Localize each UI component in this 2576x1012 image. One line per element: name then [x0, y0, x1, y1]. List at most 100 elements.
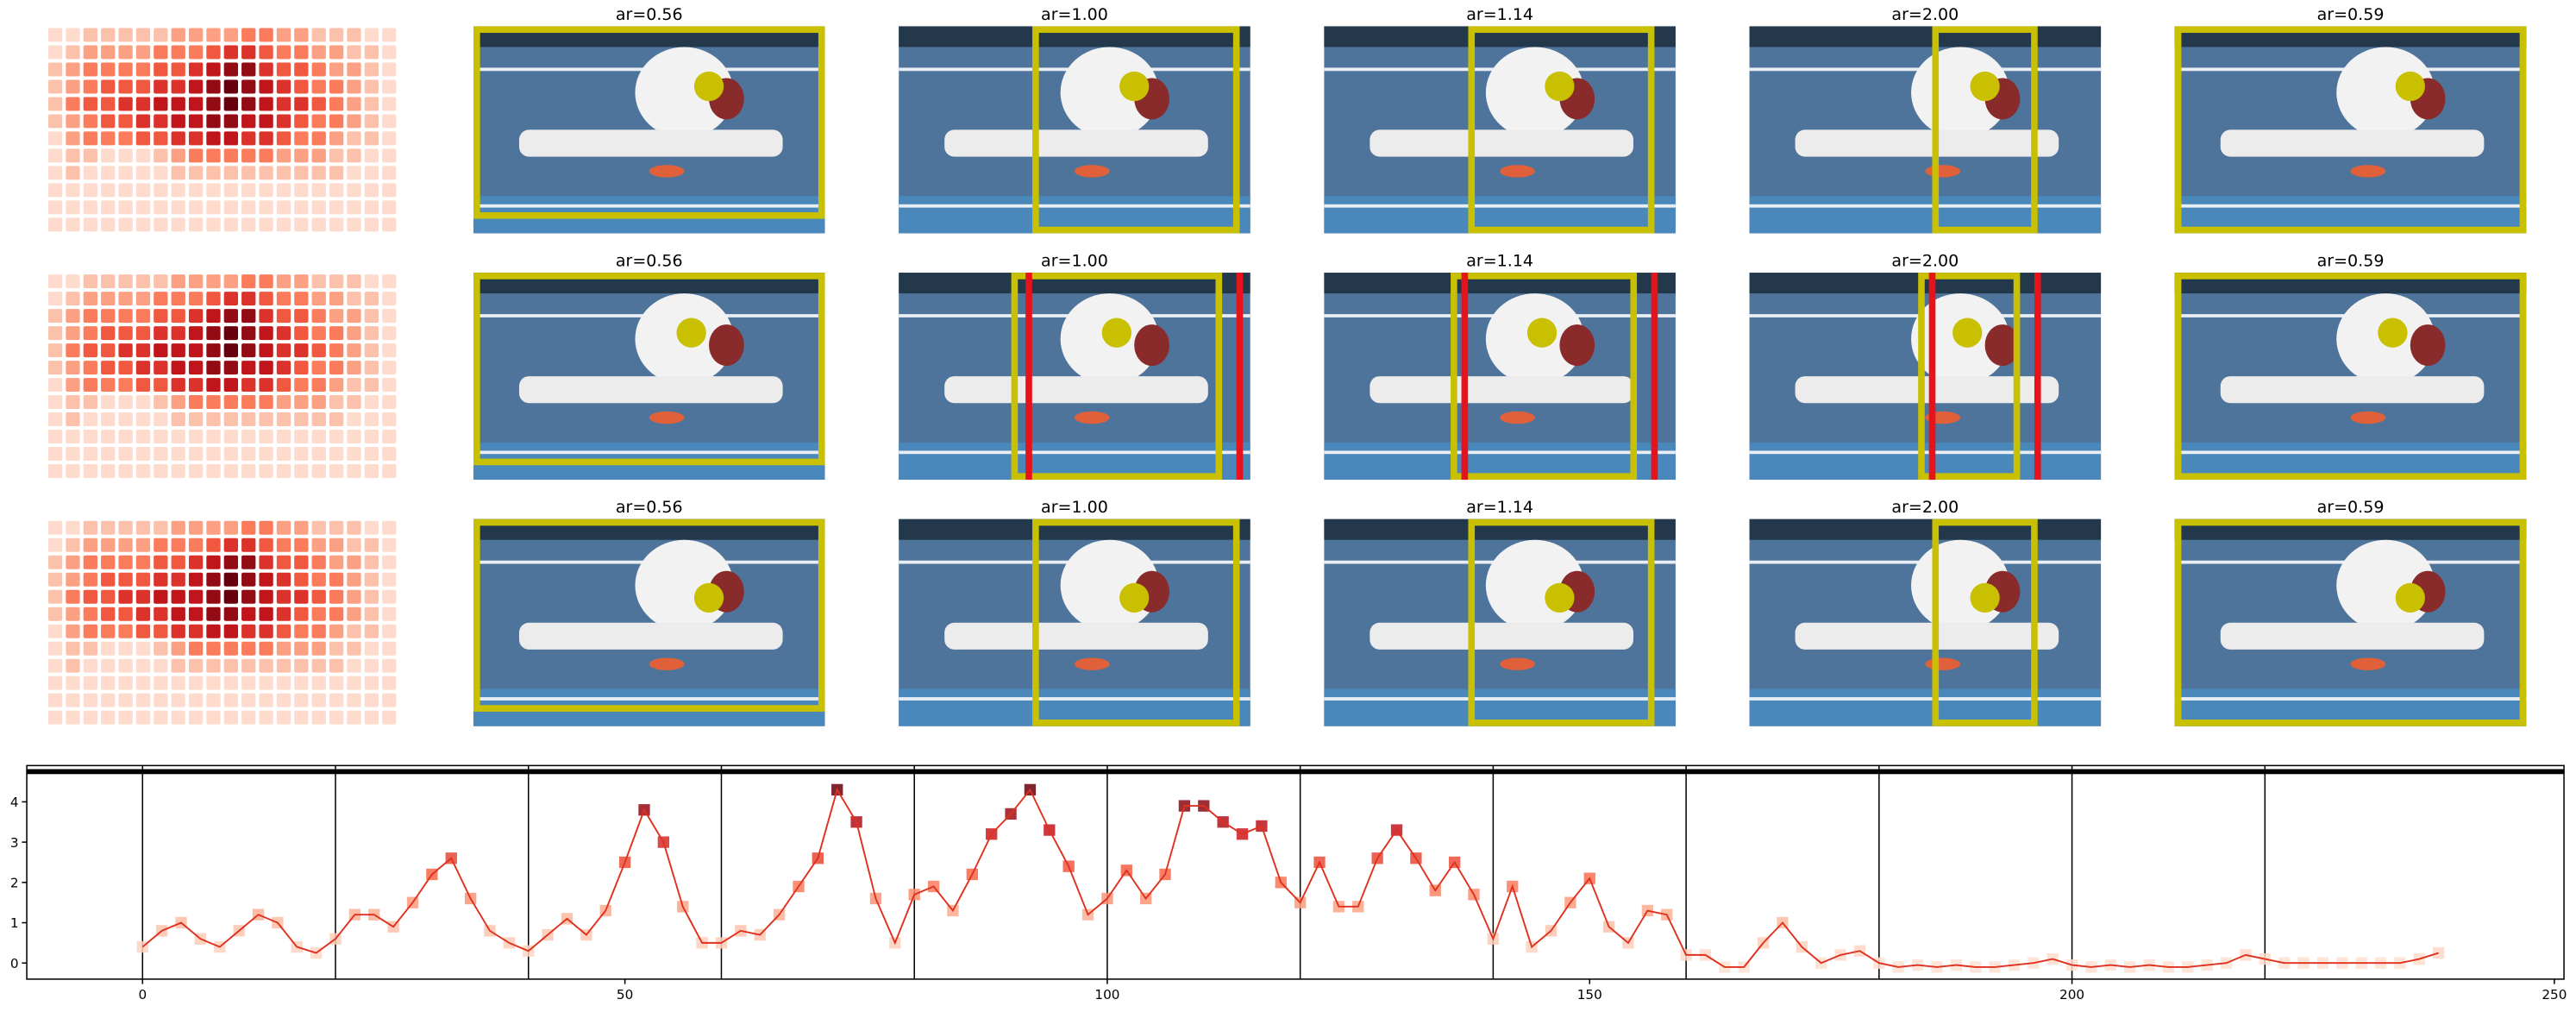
heatmap-cell — [66, 292, 80, 306]
heatmap-cell — [364, 555, 379, 569]
heatmap-cell — [118, 148, 133, 163]
heatmap-cell — [382, 710, 397, 725]
heatmap-cell — [364, 28, 379, 42]
heatmap-cell — [382, 274, 397, 289]
player — [1485, 47, 1584, 139]
heatmap-cell — [171, 45, 185, 60]
heatmap-cell — [294, 274, 309, 289]
heatmap-cell — [276, 131, 291, 146]
heatmap-cell — [154, 464, 168, 479]
heatmap-cell — [188, 292, 204, 306]
heatmap-cell — [101, 641, 116, 656]
heatmap-cell — [206, 326, 221, 341]
photo-panel: ar=1.00 — [899, 498, 1250, 726]
heatmap-cell — [223, 79, 238, 94]
panel-title: ar=2.00 — [1891, 251, 1959, 270]
heatmap-cell — [311, 693, 326, 707]
heatmap-cell — [47, 62, 63, 77]
heatmap-cell — [118, 676, 133, 690]
heatmap-cell — [101, 326, 116, 341]
heatmap-cell — [83, 537, 97, 552]
heatmap-cell — [154, 693, 168, 707]
heatmap-cell — [364, 274, 379, 289]
heatmap-cell — [66, 114, 80, 129]
heatmap-cell — [347, 274, 361, 289]
heatmap-cell — [206, 447, 221, 462]
focus-point — [2378, 317, 2408, 348]
heatmap-cell — [311, 537, 326, 552]
heatmap-cell — [241, 131, 256, 146]
heatmap-cell — [83, 676, 97, 690]
heatmap-cell — [47, 641, 63, 656]
heatmap-cell — [83, 378, 97, 393]
photo-panel: ar=0.59 — [2174, 251, 2527, 481]
heatmap-cell — [66, 555, 80, 569]
heatmap-cell — [118, 658, 133, 673]
heatmap-cell — [206, 28, 221, 42]
heatmap-cell — [206, 200, 221, 215]
heatmap-cell — [294, 343, 309, 358]
heatmap-cell — [276, 343, 291, 358]
heatmap-cell — [311, 114, 326, 129]
heatmap-cell — [329, 131, 344, 146]
heatmap-cell — [101, 62, 116, 77]
heatmap-cell — [135, 607, 151, 621]
heatmap-cell — [223, 555, 238, 569]
heatmap-cell — [311, 361, 326, 375]
heatmap-cell — [329, 555, 344, 569]
heatmap-cell — [364, 464, 379, 479]
heatmap-cell — [223, 343, 238, 358]
heatmap-cell — [154, 131, 168, 146]
heatmap-cell — [311, 589, 326, 604]
heatmap-cell — [241, 200, 256, 215]
heatmap-cell — [364, 217, 379, 232]
heatmap-cell — [259, 378, 273, 393]
heatmap-cell — [66, 97, 80, 111]
heatmap-cell — [223, 217, 238, 232]
heatmap-cell — [154, 114, 168, 129]
heatmap-cell — [206, 183, 221, 198]
heatmap-cell — [329, 79, 344, 94]
heatmap-cell — [223, 28, 238, 42]
heatmap-cell — [135, 658, 151, 673]
heatmap-cell — [66, 447, 80, 462]
heatmap-cell — [223, 131, 238, 146]
player-lying — [1795, 376, 2059, 404]
heatmap-cell — [241, 378, 256, 393]
panel-title: ar=2.00 — [1891, 5, 1959, 24]
heatmap-cell — [206, 395, 221, 410]
heatmap-cell — [241, 309, 256, 324]
heatmap-cell — [206, 693, 221, 707]
heatmap-cell — [259, 676, 273, 690]
heatmap-cell — [259, 343, 273, 358]
player-lying — [1369, 622, 1633, 650]
court-line — [1324, 697, 1676, 701]
heatmap-cell — [118, 28, 133, 42]
heatmap-cell — [382, 183, 397, 198]
racket — [1074, 411, 1110, 424]
heatmap-cell — [171, 395, 185, 410]
player-lying — [1369, 129, 1633, 157]
heatmap-cell — [83, 79, 97, 94]
heatmap-cell — [347, 589, 361, 604]
heatmap-cell — [347, 555, 361, 569]
heatmap-cell — [382, 693, 397, 707]
line-chart: 0 1 2 3 4 0 50 100 150 200 250 — [10, 764, 2567, 1003]
heatmap-cell — [101, 395, 116, 410]
heatmap-cell — [382, 676, 397, 690]
heatmap-cell — [311, 292, 326, 306]
heatmap-cell — [206, 537, 221, 552]
heatmap-cell — [188, 624, 204, 638]
racket — [1074, 657, 1110, 670]
heatmap-cell — [101, 624, 116, 638]
heatmap-cell — [259, 166, 273, 180]
crop-box — [1932, 26, 2038, 234]
heatmap-cell — [135, 378, 151, 393]
heatmap-cell — [329, 114, 344, 129]
player-head — [709, 324, 744, 367]
heatmap-cell — [259, 361, 273, 375]
photo-panel: ar=1.14 — [1324, 498, 1676, 726]
court-line — [1749, 450, 2102, 455]
heatmap-cell — [206, 79, 221, 94]
heatmap-cell — [347, 343, 361, 358]
